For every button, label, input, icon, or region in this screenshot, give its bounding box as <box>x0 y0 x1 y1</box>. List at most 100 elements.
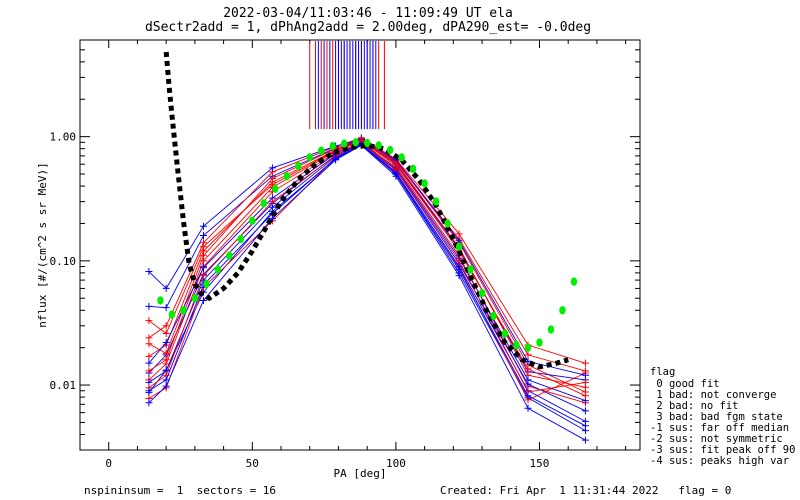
data-point <box>145 340 153 348</box>
series-line <box>148 138 586 376</box>
data-point <box>145 367 153 375</box>
data-point <box>162 304 170 312</box>
fit-point-green <box>444 219 451 228</box>
data-point <box>162 322 170 330</box>
data-point <box>162 349 170 357</box>
y-tick-label: 1.00 <box>50 131 77 144</box>
fit-point-green <box>547 325 555 334</box>
fit-point-green <box>180 306 187 315</box>
x-tick-label: 150 <box>530 457 550 470</box>
data-point <box>145 399 153 407</box>
data-point <box>145 317 153 325</box>
fit-point-green <box>455 242 463 251</box>
legend-item: 1 bad: not converge <box>650 389 776 401</box>
fit-point-green <box>191 294 199 303</box>
fit-point-green <box>295 161 302 171</box>
data-point <box>162 376 170 384</box>
data-point <box>199 232 207 239</box>
fit-point-green <box>375 141 382 150</box>
fit-point-green <box>352 138 359 147</box>
chart-title-line2: dSectr2add = 1, dPhAng2add = 2.00deg, dP… <box>145 20 591 35</box>
fit-point-green <box>272 184 279 194</box>
data-point <box>392 160 400 168</box>
data-point <box>524 351 532 359</box>
fit-point-green <box>524 343 532 352</box>
data-point <box>145 334 153 342</box>
data-point <box>199 272 207 280</box>
fit-point-green <box>363 138 371 148</box>
y-axis-label: nflux [#/(cm^2 s sr MeV)] <box>36 162 49 328</box>
legend-title: flag <box>650 366 675 378</box>
data-point <box>145 268 153 276</box>
data-point <box>581 371 589 379</box>
data-point <box>162 339 170 347</box>
data-point <box>199 264 207 272</box>
fit-point-green <box>536 338 543 347</box>
fit-point-green <box>386 145 394 155</box>
fit-point-green <box>421 179 428 188</box>
fit-point-green <box>226 251 233 260</box>
fit-point-green <box>168 310 176 319</box>
fit-point-green <box>237 234 245 244</box>
data-point <box>162 284 170 292</box>
data-point <box>162 382 170 390</box>
y-tick-label: 0.10 <box>50 255 77 268</box>
footer-left: nspininsum = 1 sectors = 16 <box>84 484 276 497</box>
data-point <box>145 387 153 395</box>
plot-area <box>79 39 641 451</box>
data-point <box>162 330 170 338</box>
series-line <box>148 141 586 402</box>
data-point <box>199 222 207 230</box>
axis-ticks: 0 50 100 150 0.01 0.10 1.00 <box>50 39 640 470</box>
fit-point-green <box>249 216 256 226</box>
series-line <box>148 137 586 364</box>
legend-item: 3 bad: bad fgm state <box>650 411 783 423</box>
data-point <box>199 252 207 260</box>
data-point <box>524 376 532 384</box>
fit-point-green <box>409 164 417 174</box>
legend-item: -1 sus: far off median <box>650 422 789 434</box>
fit-point-green <box>513 340 520 350</box>
fit-point-green <box>157 296 164 305</box>
data-point <box>455 266 463 274</box>
data-point <box>332 154 340 162</box>
fit-point-green <box>501 329 509 338</box>
data-point <box>162 356 170 364</box>
y-tick-label: 0.01 <box>50 379 77 392</box>
fit-point-green <box>559 306 566 315</box>
fit-point-green <box>341 139 348 148</box>
series-line <box>148 144 586 431</box>
fit-point-green <box>570 277 578 286</box>
series-line <box>148 140 586 397</box>
legend-item: -2 sus: not symmetric <box>650 433 783 445</box>
footer-right: Created: Fri Apr 1 11:31:44 2022 flag = … <box>440 484 731 497</box>
data-point <box>199 243 207 251</box>
data-point <box>199 296 207 304</box>
legend-item: 2 bad: no fit <box>650 400 739 412</box>
data-point <box>581 422 589 430</box>
fit-point-green <box>203 279 210 289</box>
x-axis-label: PA [deg] <box>334 467 387 480</box>
fit-point-green <box>306 153 313 162</box>
x-tick-label: 50 <box>246 457 259 470</box>
data-point <box>581 359 589 367</box>
fit-point-green <box>283 172 290 181</box>
data-point <box>581 436 589 444</box>
data-point <box>145 352 153 360</box>
series-line <box>148 140 586 381</box>
data-point <box>145 359 153 367</box>
legend-item: -3 sus: fit peak off 90 <box>650 444 795 456</box>
data-point <box>268 198 276 206</box>
data-point <box>392 170 400 178</box>
fit-point-green <box>318 146 325 155</box>
fit-point-green <box>260 199 267 208</box>
data-point <box>268 164 276 172</box>
series-line <box>148 141 586 401</box>
series-line <box>148 143 586 427</box>
data-point <box>524 404 532 412</box>
data-point <box>268 175 276 183</box>
fit-point-green <box>398 153 405 162</box>
data-layer <box>145 41 589 444</box>
data-point <box>145 302 153 310</box>
series-line <box>148 142 586 422</box>
